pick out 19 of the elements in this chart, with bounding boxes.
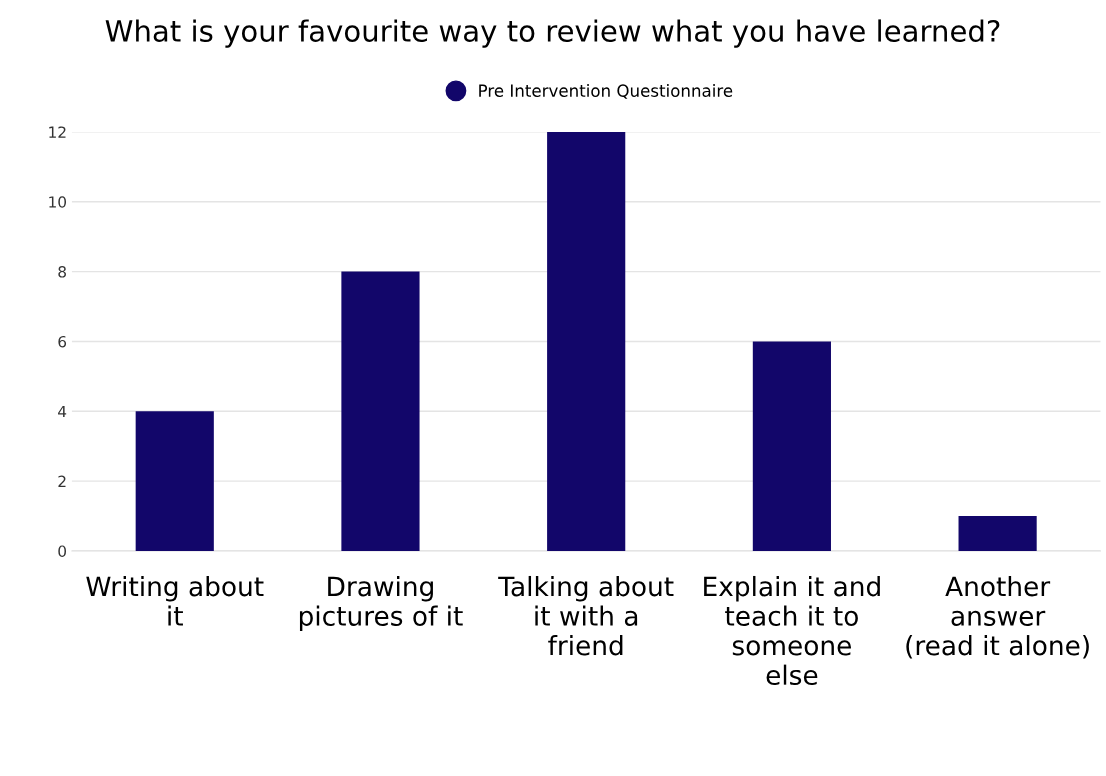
y-tick-label: 6 — [58, 335, 67, 348]
y-tick-label: 0 — [58, 545, 67, 557]
y-tick-label: 10 — [49, 196, 67, 208]
bar — [135, 411, 214, 551]
bar — [752, 341, 831, 551]
x-tick-label: Explain it and teach it to someone else — [704, 575, 880, 686]
x-tick-label: Talking about it with a friend — [498, 575, 674, 656]
bar — [547, 131, 626, 551]
y-tick-label: 2 — [58, 475, 66, 487]
chart-title: What is your favourite way to review what you have learned? — [105, 19, 1000, 48]
bar — [341, 271, 420, 551]
x-tick-label: Drawing pictures of it — [299, 575, 463, 632]
y-tick-label: 12 — [49, 126, 66, 138]
y-tick-label: 8 — [58, 266, 66, 278]
x-tick-label: Writing about it — [86, 575, 264, 626]
legend-label: Pre Intervention Questionnaire — [479, 84, 733, 99]
x-tick-label: Another answer (read it alone) — [906, 575, 1089, 659]
y-tick-label: 4 — [58, 405, 67, 418]
bar — [958, 516, 1037, 551]
